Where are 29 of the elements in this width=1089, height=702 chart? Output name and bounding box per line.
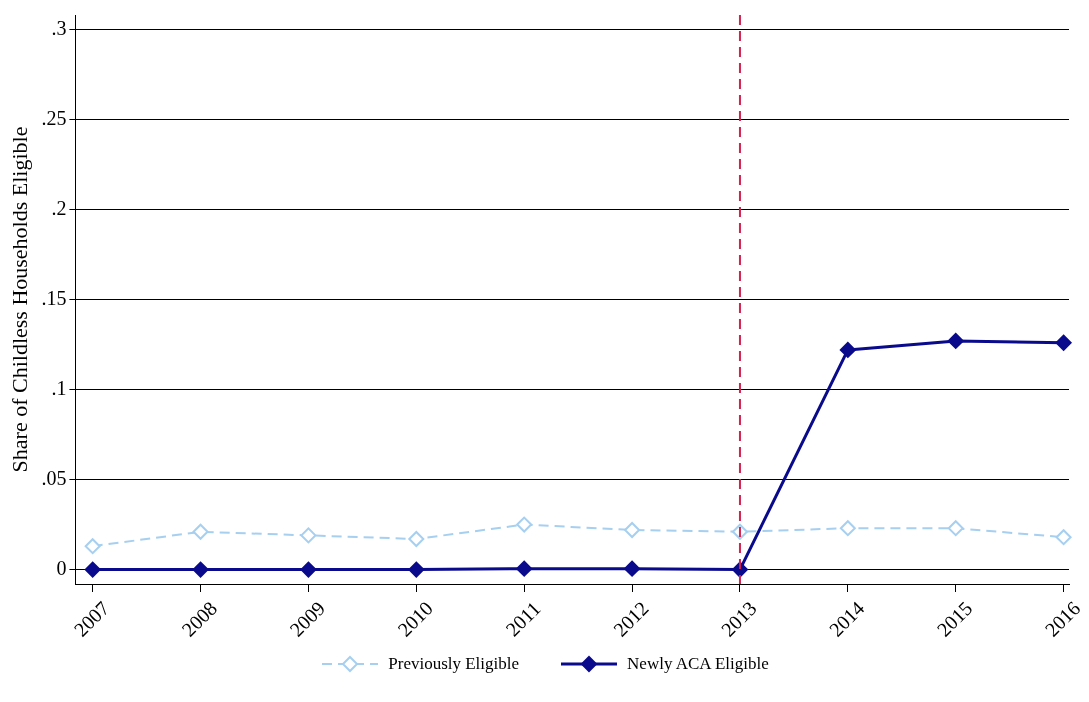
point bbox=[84, 538, 101, 555]
point bbox=[300, 561, 317, 578]
point bbox=[624, 521, 641, 538]
point bbox=[839, 341, 856, 358]
x-tick-label: 2011 bbox=[501, 597, 545, 641]
point bbox=[1055, 529, 1072, 546]
point bbox=[408, 561, 425, 578]
legend-label: Previously Eligible bbox=[388, 654, 520, 674]
y-tick-label: .2 bbox=[51, 196, 67, 219]
point bbox=[516, 560, 533, 577]
point bbox=[839, 520, 856, 537]
y-tick-label: .05 bbox=[41, 466, 67, 489]
y-tick-label: .25 bbox=[41, 106, 67, 129]
point bbox=[624, 560, 641, 577]
y-tick-label: .3 bbox=[51, 16, 67, 39]
point bbox=[1055, 334, 1072, 351]
point bbox=[84, 561, 101, 578]
legend-label: Newly ACA Eligible bbox=[627, 654, 769, 674]
y-axis-title: Share of Childless Households Eligible bbox=[6, 126, 32, 473]
point bbox=[516, 516, 533, 533]
y-tick-label: .1 bbox=[51, 376, 67, 399]
point bbox=[300, 527, 317, 544]
point bbox=[947, 332, 964, 349]
point bbox=[192, 561, 209, 578]
y-tick-label: .15 bbox=[41, 286, 67, 309]
point bbox=[192, 523, 209, 540]
point bbox=[408, 530, 425, 547]
point bbox=[947, 520, 964, 537]
y-tick-label: 0 bbox=[56, 556, 67, 579]
